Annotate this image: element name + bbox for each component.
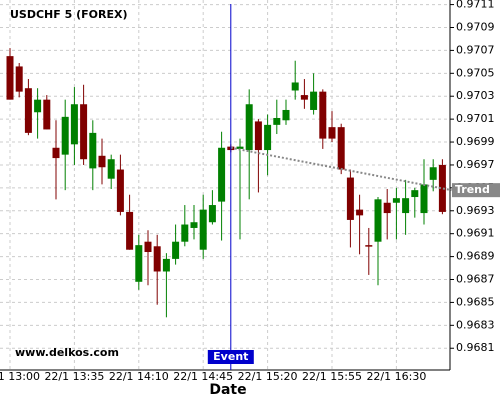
candle-body <box>356 209 364 216</box>
x-tick-label: 22/1 13:00 <box>0 370 40 383</box>
y-tick-label: 0.9681 <box>456 341 495 354</box>
y-tick-label: 0.9685 <box>456 295 495 308</box>
y-tick-label: 0.9699 <box>456 135 495 148</box>
candle-body <box>429 167 437 180</box>
candle-body <box>24 88 32 133</box>
candle-body <box>328 127 336 139</box>
y-tick-label: 0.9693 <box>456 204 495 217</box>
candle-body <box>245 104 253 151</box>
y-tick-label: 0.9697 <box>456 158 495 171</box>
candle-body <box>218 147 226 202</box>
candle-body <box>34 99 42 113</box>
trend-label: Trend <box>455 183 490 196</box>
candle-body <box>135 245 143 282</box>
candle-body <box>273 117 281 125</box>
x-tick-label: 22/1 14:45 <box>173 370 233 383</box>
watermark: www.delkos.com <box>15 346 119 359</box>
candle-body <box>107 159 115 179</box>
y-tick-label: 0.9703 <box>456 89 495 102</box>
candle-body <box>199 209 207 250</box>
candle-body <box>153 246 161 272</box>
candle-body <box>374 199 382 242</box>
candle-body <box>319 91 327 139</box>
candle-body <box>126 211 134 250</box>
chart-title: USDCHF 5 (FOREX) <box>10 8 127 21</box>
candle-body <box>43 99 51 130</box>
y-tick-label: 0.9683 <box>456 318 495 331</box>
candle-body <box>420 184 428 214</box>
candle-body <box>337 127 345 170</box>
candle-body <box>162 258 170 272</box>
candle-body <box>310 91 318 110</box>
candle-body <box>181 224 189 242</box>
candle-body <box>52 147 60 159</box>
y-tick-label: 0.9689 <box>456 250 495 263</box>
candle-body <box>291 82 299 91</box>
candle-body <box>254 121 262 151</box>
candle-body <box>402 198 410 214</box>
candle-body <box>116 169 124 212</box>
trend-line <box>230 146 452 192</box>
y-tick-label: 0.9691 <box>456 227 495 240</box>
candles <box>6 48 446 318</box>
candle-body <box>236 146 244 149</box>
candle-body <box>144 241 152 253</box>
x-tick-label: 22/1 15:20 <box>238 370 298 383</box>
candle-body <box>346 177 354 220</box>
y-tick-label: 0.9687 <box>456 273 495 286</box>
candle-body <box>392 198 400 203</box>
x-tick-label: 22/1 16:30 <box>366 370 426 383</box>
y-tick-label: 0.9711 <box>456 0 495 11</box>
candle-body <box>208 205 216 223</box>
candle-body <box>15 66 23 92</box>
x-tick-label: 22/1 15:55 <box>302 370 362 383</box>
trend-label-bg <box>452 183 500 198</box>
candle-body <box>190 222 198 228</box>
candle-body <box>6 56 14 100</box>
candle-body <box>300 95 308 100</box>
y-tick-label: 0.9709 <box>456 20 495 33</box>
x-tick-label: 22/1 14:10 <box>109 370 169 383</box>
event-label: Event <box>213 350 248 363</box>
y-tick-label: 0.9707 <box>456 43 495 56</box>
candle-body <box>70 104 78 145</box>
x-axis-title: Date <box>209 382 246 398</box>
candle-body <box>365 245 373 247</box>
candle-body <box>411 190 419 198</box>
candle-body <box>172 241 180 259</box>
y-tick-label: 0.9701 <box>456 112 495 125</box>
y-tick-label: 0.9705 <box>456 66 495 79</box>
x-tick-label: 22/1 13:35 <box>44 370 104 383</box>
candle-body <box>80 104 88 160</box>
event-label-bg <box>207 350 254 364</box>
candle-body <box>282 109 290 121</box>
candle-body <box>383 202 391 214</box>
candle-body <box>438 164 446 212</box>
candle-body <box>61 116 69 155</box>
candle-body <box>264 124 272 151</box>
candle-body <box>98 155 106 168</box>
candle-body <box>89 132 97 169</box>
